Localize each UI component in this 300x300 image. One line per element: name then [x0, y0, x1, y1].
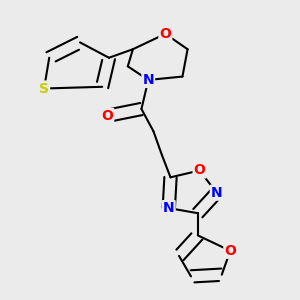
Text: O: O	[101, 109, 113, 123]
Text: N: N	[211, 186, 222, 200]
Text: O: O	[159, 27, 171, 41]
Text: S: S	[39, 82, 49, 95]
Text: O: O	[194, 164, 206, 178]
Text: O: O	[224, 244, 236, 258]
Text: N: N	[163, 201, 175, 215]
Text: N: N	[142, 73, 154, 87]
